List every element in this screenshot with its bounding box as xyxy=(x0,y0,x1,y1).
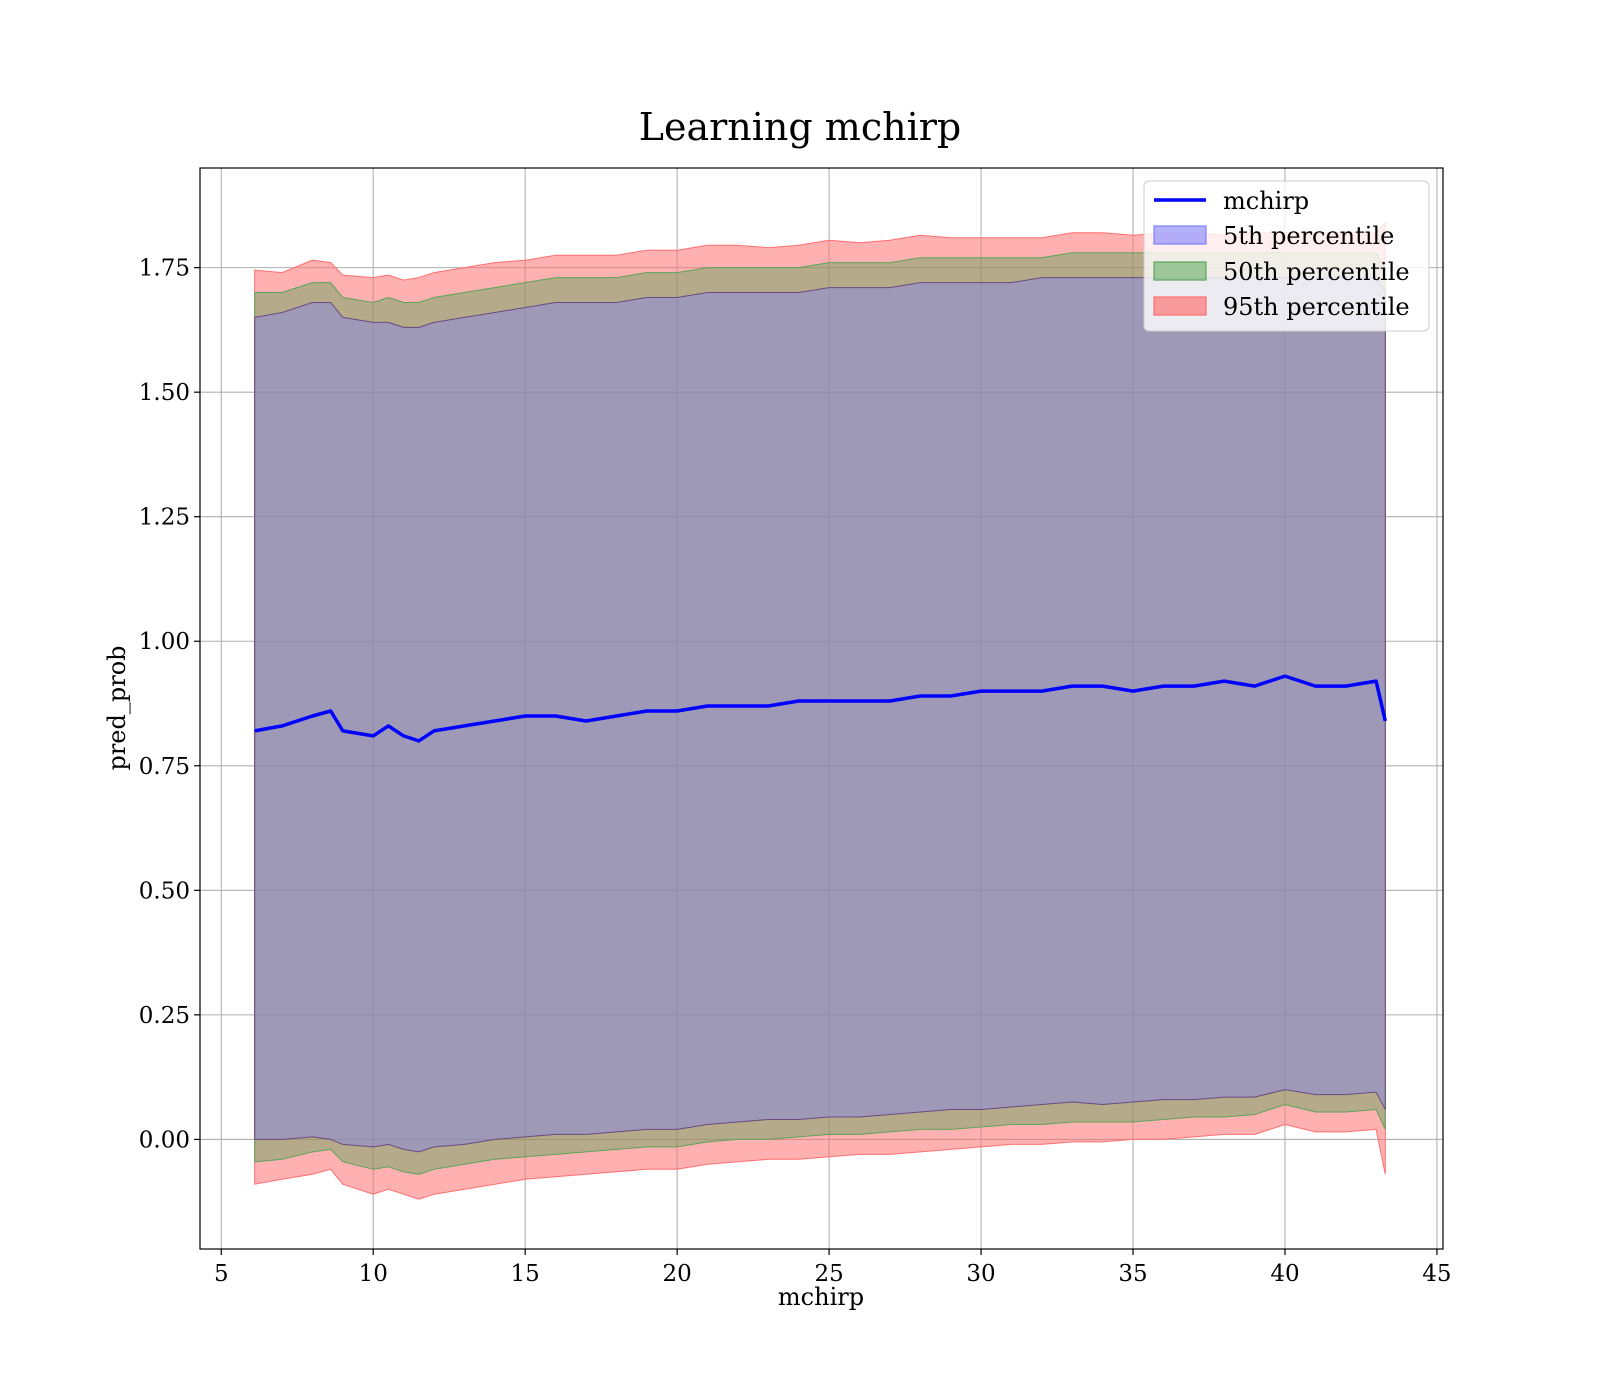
band-95th-percentile xyxy=(254,221,1386,1200)
x-tick-label: 30 xyxy=(966,1261,995,1287)
band-50th-percentile xyxy=(254,252,1386,1175)
y-tick-label: 1.75 xyxy=(139,256,190,282)
legend-swatch-95th xyxy=(1153,296,1207,316)
x-tick-label: 20 xyxy=(663,1261,692,1287)
y-tick-label: 0.25 xyxy=(139,1003,190,1029)
x-tick-label: 25 xyxy=(814,1261,843,1287)
x-tick-label: 10 xyxy=(359,1261,388,1287)
legend-label-50th: 50th percentile xyxy=(1223,258,1410,286)
percentile-bands xyxy=(254,221,1386,1200)
chart-title: Learning mchirp xyxy=(639,105,961,149)
y-tick-label: 0.50 xyxy=(139,878,190,904)
x-tick-label: 5 xyxy=(214,1261,229,1287)
y-tick-label: 1.00 xyxy=(139,629,190,655)
series-line xyxy=(254,674,1388,743)
y-axis-ticks: 0.00 0.25 0.50 0.75 1.00 1.25 1.50 1.75 xyxy=(139,256,200,1153)
x-tick-label: 45 xyxy=(1422,1261,1451,1287)
x-axis-label: mchirp xyxy=(778,1283,864,1311)
plot-frame xyxy=(199,167,1444,1250)
x-tick-label: 35 xyxy=(1118,1261,1147,1287)
legend-label-95th: 95th percentile xyxy=(1223,293,1410,321)
legend-label-5th: 5th percentile xyxy=(1223,222,1394,250)
x-tick-label: 40 xyxy=(1270,1261,1299,1287)
x-axis-ticks: 5 10 15 20 25 30 35 40 45 xyxy=(214,1249,1452,1287)
legend-swatch-5th xyxy=(1153,225,1207,245)
y-axis-label: pred_prob xyxy=(103,645,131,770)
y-tick-label: 1.50 xyxy=(139,380,190,406)
legend: mchirp 5th percentile 50th percentile 95… xyxy=(1143,180,1430,332)
y-tick-label: 1.25 xyxy=(139,505,190,531)
y-tick-label: 0.75 xyxy=(139,754,190,780)
legend-label-mchirp: mchirp xyxy=(1223,187,1309,215)
mchirp-line xyxy=(254,674,1388,743)
legend-box xyxy=(1143,180,1430,332)
legend-swatch-50th xyxy=(1153,261,1207,281)
y-tick-label: 0.00 xyxy=(139,1127,190,1153)
x-tick-label: 15 xyxy=(511,1261,540,1287)
band-5th-percentile xyxy=(254,277,1386,1153)
